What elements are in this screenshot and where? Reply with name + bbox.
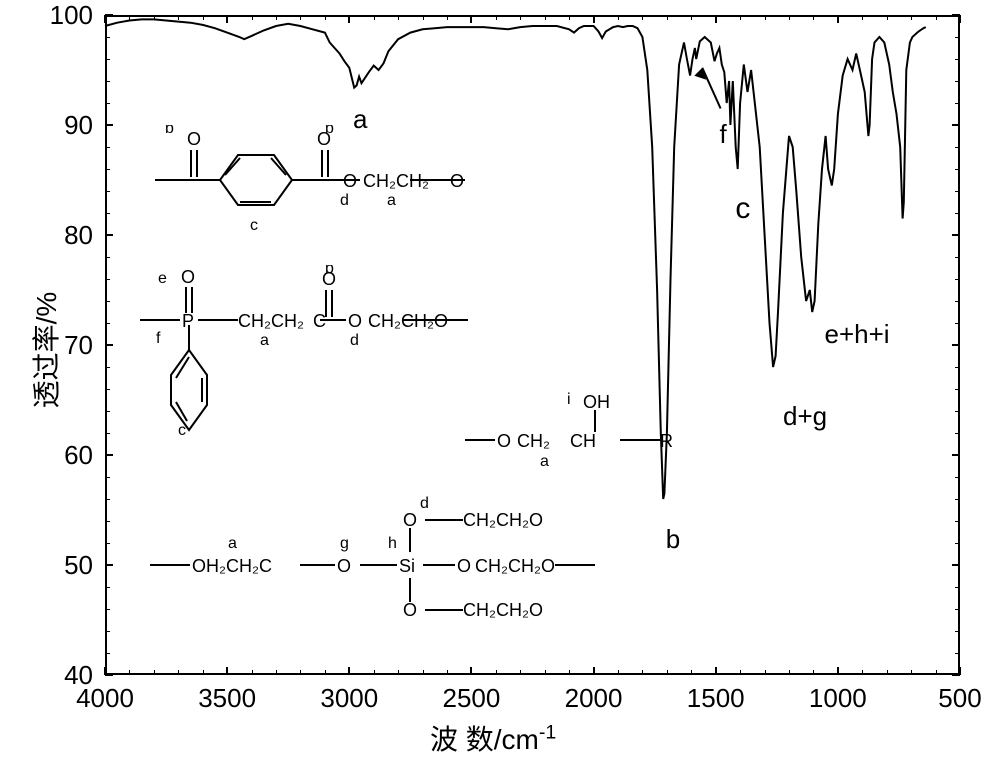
peak-label-c: c xyxy=(735,192,750,226)
x-tick-label: 1000 xyxy=(809,683,867,714)
peak-label-b: b xyxy=(666,524,680,555)
svg-text:a: a xyxy=(228,535,237,552)
svg-text:CH₂CH₂O: CH₂CH₂O xyxy=(368,311,448,331)
svg-text:b: b xyxy=(165,125,174,137)
molecule-glycol: O CH₂ CH OH R i a xyxy=(455,390,685,470)
y-tick-label: 90 xyxy=(45,110,93,141)
svg-text:a: a xyxy=(387,192,396,209)
ir-spectrum-chart: 透过率/% 波 数/cm-1 afcbd+ge+h+i 405060708090… xyxy=(0,0,1000,755)
svg-text:d: d xyxy=(420,495,429,512)
x-tick-label: 1500 xyxy=(687,683,745,714)
svg-text:e: e xyxy=(158,270,167,287)
svg-text:CH: CH xyxy=(570,431,596,451)
svg-text:CH₂: CH₂ xyxy=(517,431,550,451)
svg-text:b: b xyxy=(325,125,334,137)
svg-text:O: O xyxy=(187,129,201,149)
svg-text:f: f xyxy=(156,330,161,347)
svg-text:d: d xyxy=(340,192,349,209)
svg-text:OH₂CH₂C: OH₂CH₂C xyxy=(192,556,272,576)
svg-text:O: O xyxy=(337,556,351,576)
x-tick-label: 500 xyxy=(938,683,981,714)
svg-text:c: c xyxy=(178,422,186,435)
peak-arrow xyxy=(702,68,720,109)
svg-text:O: O xyxy=(497,431,511,451)
svg-text:P: P xyxy=(182,311,194,331)
svg-text:O: O xyxy=(181,267,195,287)
svg-text:O: O xyxy=(403,600,417,620)
peak-label-d-g: d+g xyxy=(783,401,827,432)
svg-text:d: d xyxy=(350,332,359,349)
x-tick-label: 3000 xyxy=(320,683,378,714)
svg-text:CH₂CH₂O: CH₂CH₂O xyxy=(463,510,543,530)
y-tick-label: 80 xyxy=(45,220,93,251)
molecule-terephthalate: OO O CH₂CH₂ O b b c d a xyxy=(125,125,510,245)
svg-text:Si: Si xyxy=(399,556,415,576)
molecule-silane: OH₂CH₂C O Si OO OCH₂CH₂O CH₂CH₂O CH₂CH₂O… xyxy=(135,490,615,640)
svg-text:i: i xyxy=(567,391,571,408)
y-tick-label: 60 xyxy=(45,440,93,471)
svg-text:O: O xyxy=(348,311,362,331)
svg-text:CH₂CH₂: CH₂CH₂ xyxy=(363,171,429,191)
x-tick-label: 2000 xyxy=(565,683,623,714)
y-tick-label: 50 xyxy=(45,550,93,581)
svg-text:O: O xyxy=(457,556,471,576)
svg-text:CH₂CH₂: CH₂CH₂ xyxy=(238,311,304,331)
svg-text:O: O xyxy=(343,171,357,191)
svg-text:CH₂CH₂O: CH₂CH₂O xyxy=(475,556,555,576)
y-tick-label: 70 xyxy=(45,330,93,361)
peak-label-e-h-i: e+h+i xyxy=(825,319,890,350)
svg-text:h: h xyxy=(388,535,397,552)
svg-text:O: O xyxy=(403,510,417,530)
svg-text:OH: OH xyxy=(583,392,610,412)
svg-text:a: a xyxy=(260,332,269,349)
svg-text:g: g xyxy=(340,535,349,552)
x-tick-label: 3500 xyxy=(198,683,256,714)
svg-text:c: c xyxy=(250,217,258,234)
svg-text:a: a xyxy=(540,453,549,470)
molecule-phosphine-ester: P O CH₂CH₂ C O OCH₂CH₂O e b f a d c xyxy=(110,265,510,435)
x-tick-label: 4000 xyxy=(76,683,134,714)
x-tick-label: 2500 xyxy=(443,683,501,714)
svg-text:C: C xyxy=(313,311,326,331)
svg-text:b: b xyxy=(325,265,334,277)
svg-text:CH₂CH₂O: CH₂CH₂O xyxy=(463,600,543,620)
svg-text:O: O xyxy=(450,171,464,191)
y-tick-label: 100 xyxy=(45,0,93,31)
svg-text:R: R xyxy=(660,431,673,451)
peak-label-f: f xyxy=(719,119,726,150)
